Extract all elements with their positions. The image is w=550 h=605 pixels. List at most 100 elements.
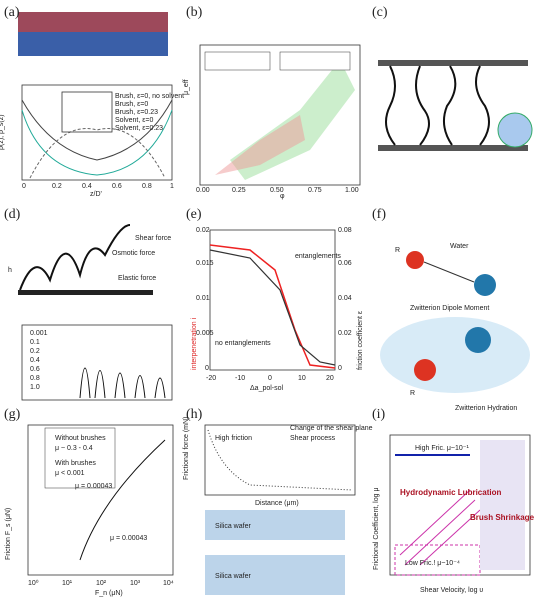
wall (378, 145, 528, 151)
panel-text: 0.2 (52, 183, 62, 190)
panel-text: Elastic force (118, 275, 156, 282)
panel-text: 10³ (130, 580, 141, 587)
panel-text: Shear process (290, 435, 336, 442)
plot-frame (21, 84, 173, 181)
panel-text: 0.4 (30, 357, 40, 364)
plot-frame (21, 324, 173, 401)
panel-label: (h) (186, 407, 203, 422)
panel-text: 0.06 (338, 260, 352, 267)
panel-text: 10 (298, 375, 306, 382)
panel-text: μ = 0.00043 (110, 535, 147, 542)
panel-label: (d) (4, 207, 21, 222)
panel-label: (c) (372, 5, 388, 20)
panel-text: 20 (326, 375, 334, 382)
plot-frame (199, 44, 361, 186)
panel-text: Frictional Coefficient, log μ (373, 488, 380, 571)
panel-text: μ = 0.00043 (75, 483, 112, 490)
inset (61, 91, 113, 133)
curve (29, 128, 166, 179)
panel-a (18, 12, 173, 181)
panel-label: (f) (372, 207, 386, 222)
panel-text: F_n (μN) (95, 590, 123, 597)
panel-text: 0.015 (196, 260, 214, 267)
panel-text: 0 (205, 365, 209, 372)
inset (44, 427, 116, 489)
panel-label: (e) (186, 207, 202, 222)
panel-text: 0.2 (30, 348, 40, 355)
panel-text: φ (280, 193, 285, 200)
cation (414, 359, 436, 381)
panel-text: Solvent, ε=0.23 (115, 125, 163, 132)
substrate (18, 290, 153, 295)
panel-label: (b) (186, 5, 203, 20)
panel-text: Change of the shear plane (290, 425, 373, 432)
panel-text: Zwitterion Dipole Moment (410, 305, 489, 312)
panel-text: interpenetration i (191, 317, 198, 370)
panel-text: h (8, 267, 12, 274)
panel-text: 0.6 (30, 366, 40, 373)
panel-text: 0.01 (196, 295, 210, 302)
panel-text: -10 (235, 375, 245, 382)
panel-text: 0.6 (112, 183, 122, 190)
panel-text: 0.4 (82, 183, 92, 190)
panel-d (18, 224, 173, 401)
panel-text: 0.04 (338, 295, 352, 302)
hydration-shell (380, 317, 530, 393)
panel-text: Brush, ε=0 (115, 101, 148, 108)
panel-text: Friction F_s (μN) (5, 508, 12, 560)
panel-text: High Fric. μ~10⁻¹ (415, 445, 469, 452)
panel-text: 0 (268, 375, 272, 382)
panel-text: 10¹ (62, 580, 73, 587)
panel-text: entanglements (295, 253, 341, 260)
panel-text: 0.8 (30, 375, 40, 382)
panel-text: 0.08 (338, 227, 352, 234)
panel-text: 0.8 (142, 183, 152, 190)
panel-text: Silica wafer (215, 573, 251, 580)
cation (406, 251, 424, 269)
panel-text: Frictional force (mN) (183, 417, 190, 480)
schematic (205, 555, 345, 595)
panel-i (389, 434, 531, 576)
panel-text: Low Fric.! μ~10⁻⁴ (405, 560, 460, 567)
brush (19, 224, 131, 291)
plot-frame (209, 229, 336, 371)
panel-text: Brush, ε=0, no solvent (115, 93, 184, 100)
panel-g (27, 424, 174, 576)
panel-text: 0.005 (196, 330, 214, 337)
panel-text: 0.02 (338, 330, 352, 337)
panel-f (380, 251, 530, 393)
panel-text: z/D' (90, 191, 102, 198)
panel-text: Shear Velocity, log υ (420, 587, 483, 594)
anion (474, 274, 496, 296)
legend-box (279, 51, 351, 71)
panel-h (204, 424, 356, 595)
panel-text: Zwitterion Hydration (455, 405, 517, 412)
panel-text: With brushes (55, 460, 96, 467)
curve (209, 249, 336, 366)
panel-text: μ_eff (183, 79, 190, 95)
band (215, 115, 305, 175)
legend-box (204, 51, 271, 71)
panel-text: 10⁰ (28, 579, 39, 587)
wall (378, 60, 528, 66)
panel-text: R (395, 247, 400, 254)
curve (209, 244, 336, 369)
bond (423, 261, 475, 283)
panel-text: μ ~ 0.3 - 0.4 (55, 445, 93, 452)
panel-e (209, 229, 336, 371)
panel-text: Without brushes (55, 435, 106, 442)
panel-text: Δa_pol-sol (250, 385, 284, 392)
zoom-circle (497, 112, 533, 148)
curve (79, 367, 166, 399)
panel-text: 0.75 (308, 187, 322, 194)
panel-text: Brush, ε=0.23 (115, 109, 158, 116)
panel-label: (a) (4, 5, 20, 20)
panel-text: μ < 0.001 (55, 470, 85, 477)
panel-text: 0.00 (196, 187, 210, 194)
panel-text: -20 (206, 375, 216, 382)
panel-text: Silica wafer (215, 523, 251, 530)
panel-text: 0 (22, 183, 26, 190)
panel-text: R (410, 390, 415, 397)
panel-text: High friction (215, 435, 252, 442)
